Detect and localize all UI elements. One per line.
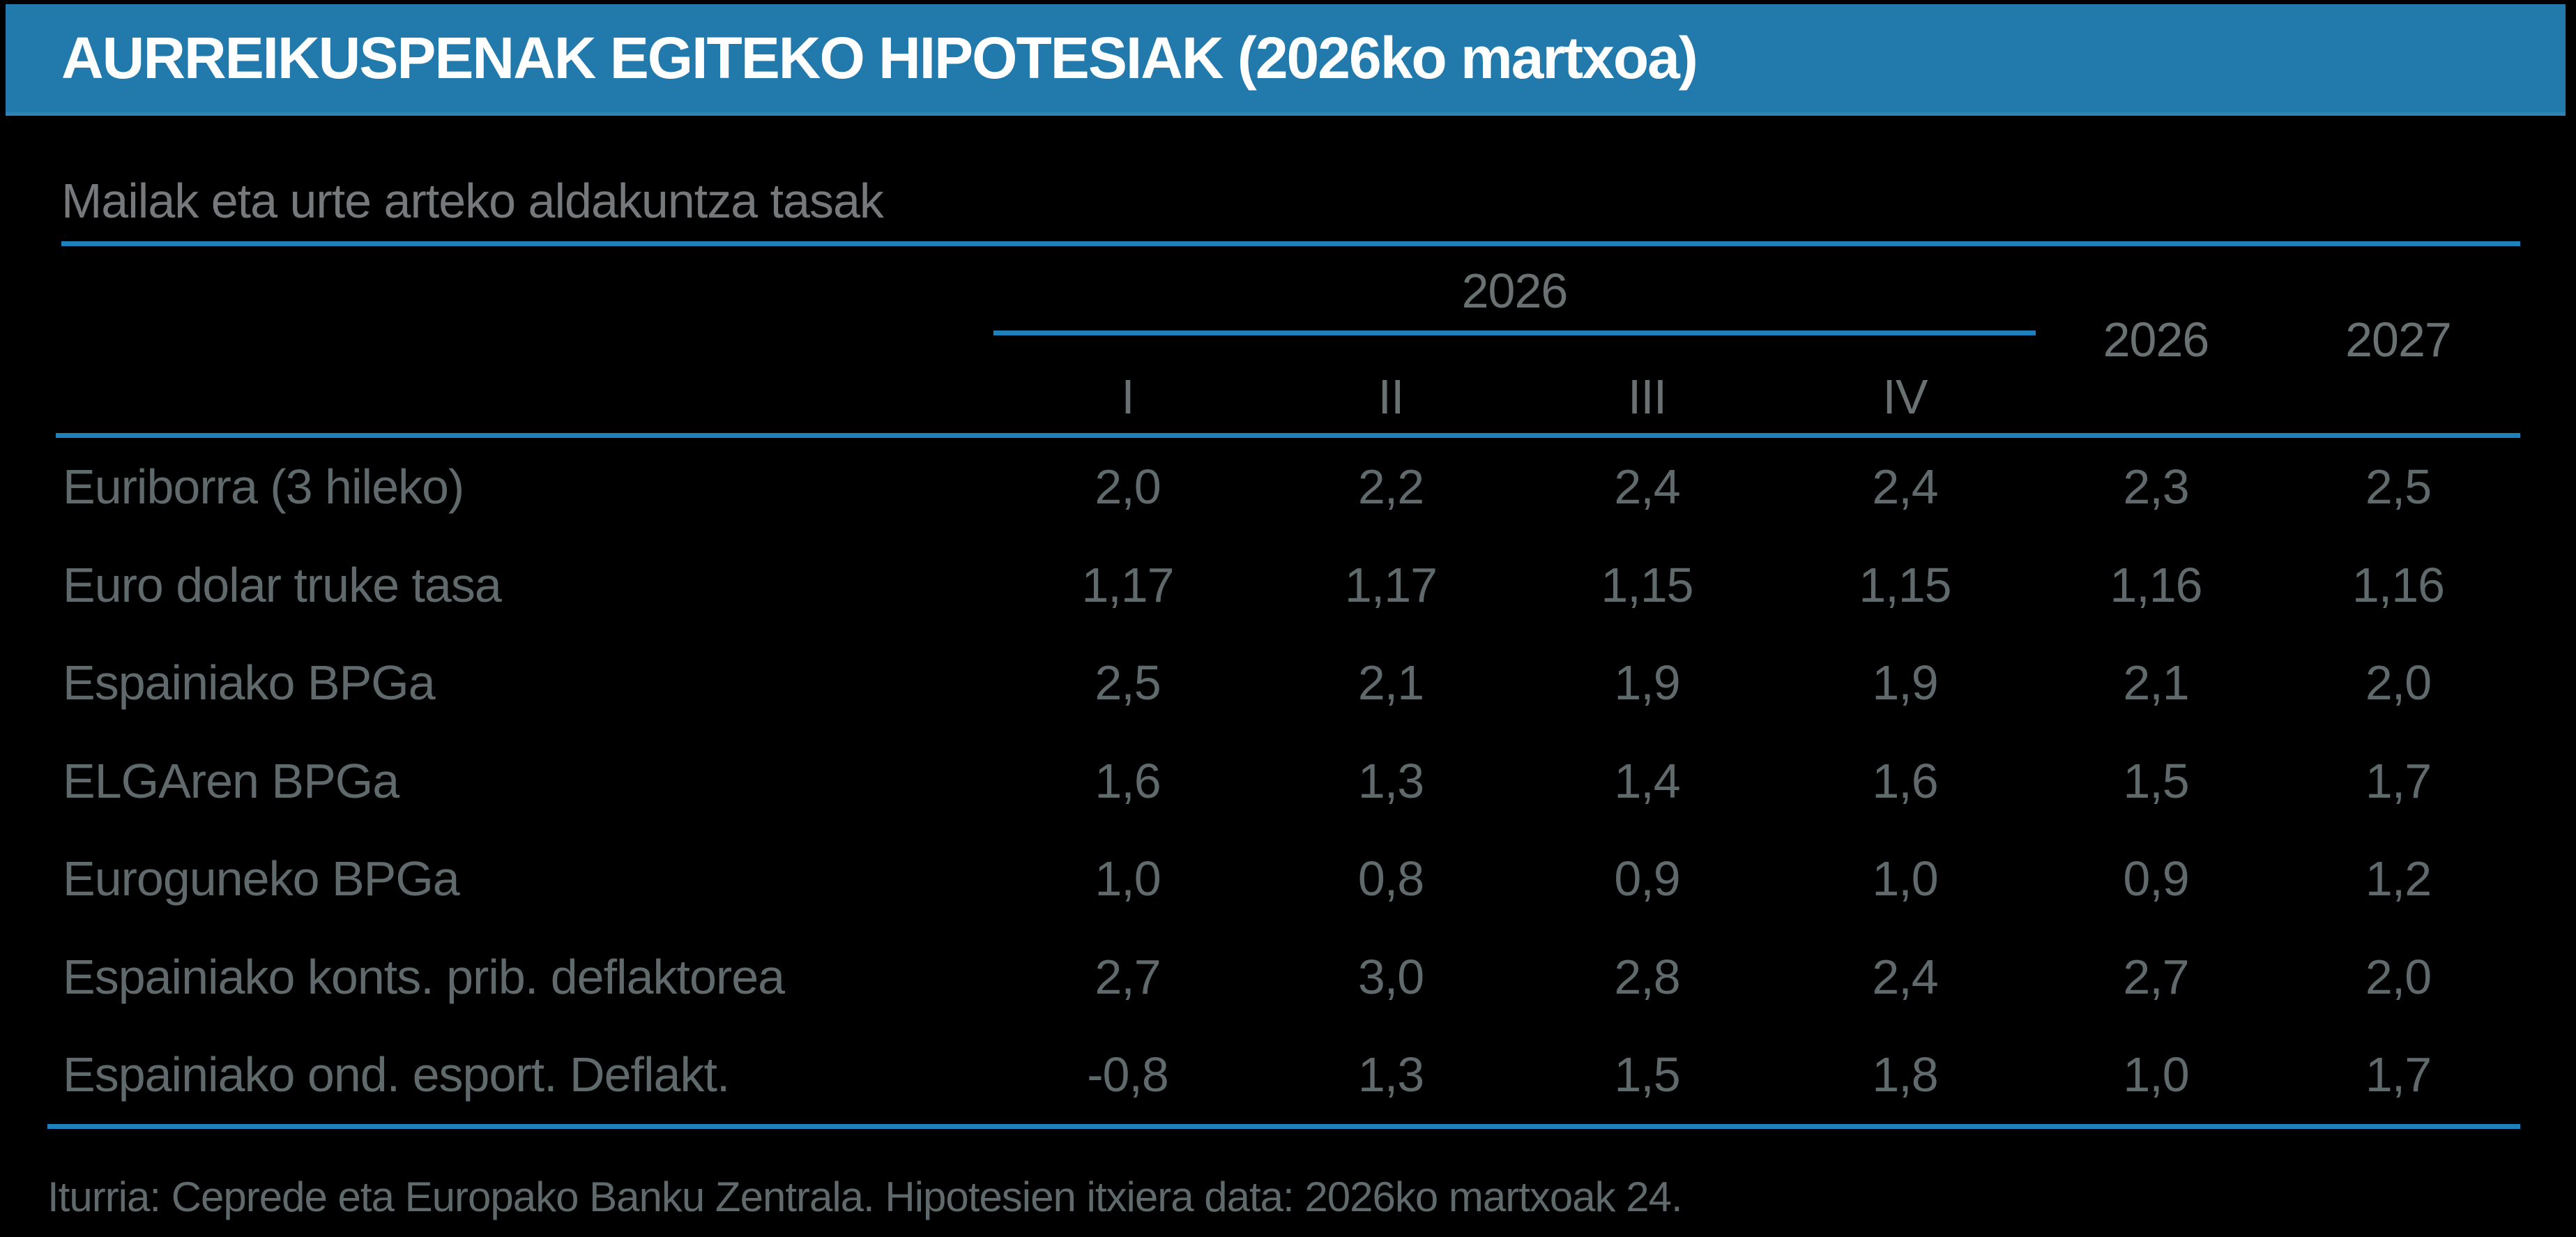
value-cell: 1,2 — [2365, 851, 2432, 906]
row-label: Euroguneko BPGa — [63, 851, 460, 906]
value-cell: 1,9 — [1872, 655, 1938, 711]
value-cell: 2,7 — [2123, 949, 2189, 1004]
value-cell: 0,8 — [1357, 851, 1424, 906]
value-cell: 1,6 — [1872, 753, 1938, 808]
value-cell: 2,0 — [1095, 460, 1161, 515]
value-cell: 1,5 — [1614, 1047, 1680, 1102]
value-cell: 1,16 — [2110, 557, 2202, 612]
value-cell: 2,1 — [1357, 655, 1424, 711]
value-cell: 1,4 — [1614, 753, 1680, 808]
source-note: Iturria: Ceprede eta Europako Banku Zent… — [47, 1174, 1683, 1220]
quarter-header-3: III — [1627, 370, 1667, 424]
row-label: Euro dolar truke tasa — [63, 557, 502, 612]
value-cell: 1,8 — [1872, 1047, 1938, 1102]
value-cell: 1,7 — [2365, 753, 2432, 808]
value-cell: 2,5 — [1095, 655, 1161, 711]
table-body: Euriborra (3 hileko) 2,0 2,2 2,4 2,4 2,3 2,5 Eu… — [56, 438, 2520, 1124]
value-cell: 1,15 — [1601, 557, 1693, 612]
value-cell: 1,6 — [1095, 753, 1161, 808]
quarter-group-header: 2026 — [993, 246, 2036, 335]
row-label: Espainiako konts. prib. deflaktorea — [63, 949, 785, 1004]
value-cell: 2,0 — [2365, 949, 2432, 1004]
value-cell: 1,3 — [1357, 1047, 1424, 1102]
value-cell: 2,4 — [1614, 460, 1680, 515]
annual-header-2027: 2027 — [2345, 312, 2452, 367]
table-header: 2026 2026 2027 I II III IV — [56, 246, 2520, 438]
quarter-group-underline — [993, 331, 2036, 335]
value-cell: 2,7 — [1095, 949, 1161, 1004]
value-cell: 2,2 — [1357, 460, 1424, 515]
row-label: Espainiako BPGa — [63, 655, 436, 711]
value-cell: 1,0 — [2123, 1047, 2189, 1102]
value-cell: 1,0 — [1095, 851, 1161, 906]
value-cell: 2,1 — [2123, 655, 2189, 711]
table-subtitle: Mailak eta urte arteko aldakuntza tasak — [61, 174, 884, 228]
value-cell: 1,5 — [2123, 753, 2189, 808]
value-cell: 1,17 — [1081, 557, 1174, 612]
title-banner: AURREIKUSPENAK EGITEKO HIPOTESIAK (2026k… — [6, 4, 2566, 116]
quarter-group-year: 2026 — [1461, 264, 1569, 318]
value-cell: 0,9 — [1614, 851, 1680, 906]
value-cell: 2,4 — [1872, 460, 1938, 515]
value-cell: 0,9 — [2123, 851, 2189, 906]
value-cell: 1,9 — [1614, 655, 1680, 711]
value-cell: 2,5 — [2365, 460, 2432, 515]
value-cell: 1,17 — [1344, 557, 1438, 612]
value-cell: 1,3 — [1357, 753, 1424, 808]
value-cell: 2,0 — [2365, 655, 2432, 711]
row-label: ELGAren BPGa — [63, 753, 399, 808]
row-label: Espainiako ond. esport. Deflakt. — [63, 1047, 730, 1102]
value-cell: 1,0 — [1872, 851, 1938, 906]
annual-header-2026: 2026 — [2103, 312, 2210, 367]
value-cell: 2,8 — [1614, 949, 1680, 1004]
value-cell: 2,3 — [2123, 460, 2189, 515]
value-cell: -0,8 — [1087, 1047, 1169, 1102]
value-cell: 3,0 — [1357, 949, 1424, 1004]
page-title: AURREIKUSPENAK EGITEKO HIPOTESIAK (2026k… — [61, 25, 1698, 91]
quarter-header-2: II — [1378, 370, 1405, 424]
value-cell: 1,7 — [2365, 1047, 2432, 1102]
quarter-header-1: I — [1121, 370, 1134, 424]
value-cell: 2,4 — [1872, 949, 1938, 1004]
value-cell: 1,15 — [1859, 557, 1951, 612]
value-cell: 1,16 — [2352, 557, 2445, 612]
table-bottom-line — [47, 1124, 2520, 1129]
subtitle-divider-line — [61, 241, 2520, 246]
quarter-header-4: IV — [1882, 370, 1928, 424]
row-label: Euriborra (3 hileko) — [63, 460, 464, 515]
